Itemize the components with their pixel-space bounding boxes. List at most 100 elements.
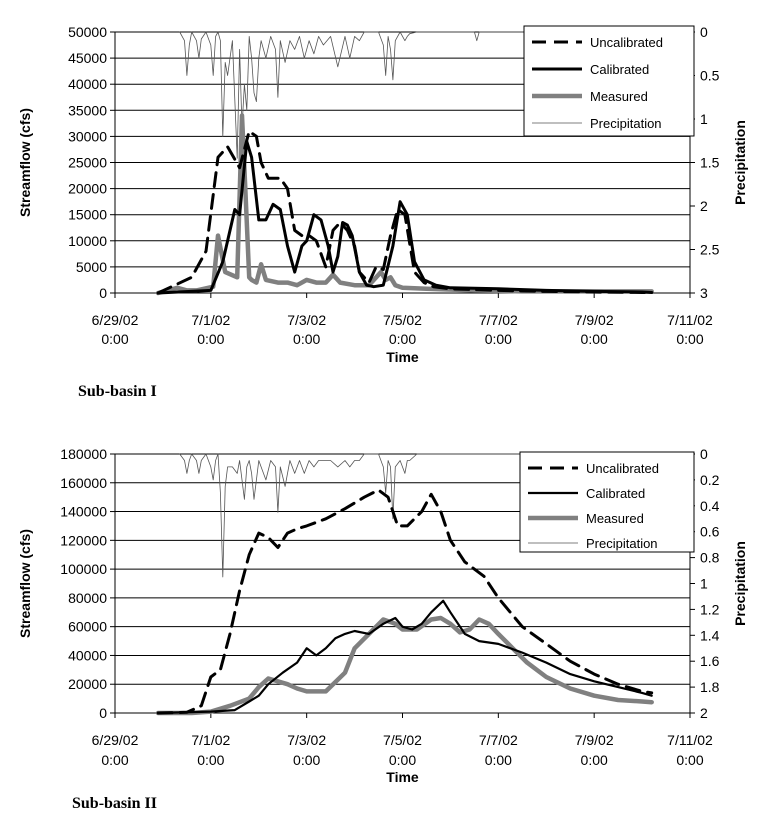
x-tick-label: 7/11/02 0:00 <box>667 312 713 347</box>
y2-tick-label: 2 <box>700 705 708 721</box>
x-tick-date: 7/1/02 <box>191 732 230 748</box>
series-line-precipitation <box>179 31 653 159</box>
x-tick-label: 7/9/02 0:00 <box>575 732 614 768</box>
x-tick-label: 7/3/02 0:00 <box>287 312 326 347</box>
y-tick-label: 140000 <box>60 504 107 520</box>
y2-axis-title: Precipitation <box>732 120 748 205</box>
x-tick-label: 7/9/02 0:00 <box>575 312 614 347</box>
x-axis-title: Time <box>386 769 419 785</box>
y-tick-label: 45000 <box>68 50 107 66</box>
legend-label-precipitation: Precipitation <box>590 116 662 131</box>
y2-axis-title: Precipitation <box>732 541 748 626</box>
y-tick-label: 50000 <box>68 24 107 40</box>
y-tick-label: 100000 <box>60 561 107 577</box>
series-line-calibrated <box>156 140 654 295</box>
x-tick-label: 7/5/02 0:00 <box>383 732 422 768</box>
y2-tick-label: 2 <box>700 198 708 214</box>
x-tick-time: 0:00 <box>101 331 128 347</box>
x-tick-date: 7/1/02 <box>191 312 230 328</box>
y-tick-label: 25000 <box>68 155 107 171</box>
y2-tick-label: 1.8 <box>700 679 720 695</box>
y2-tick-label: 2.5 <box>700 242 720 258</box>
x-tick-time: 0:00 <box>389 752 416 768</box>
x-tick-time: 0:00 <box>197 752 224 768</box>
x-tick-time: 0:00 <box>581 331 608 347</box>
sub-basin-2-chart: 6/29/02 0:00 7/1/02 0:00 7/3/02 0:00 7/5/02 0:0… <box>17 446 748 812</box>
x-tick-date: 7/11/02 <box>667 312 713 328</box>
x-tick-date: 7/11/02 <box>667 732 713 748</box>
y2-tick-label: 0.8 <box>700 550 720 566</box>
legend-label-calibrated: Calibrated <box>590 62 649 77</box>
series-line-precipitation <box>179 453 653 578</box>
y2-tick-label: 0.5 <box>700 68 720 84</box>
x-tick-time: 0:00 <box>581 752 608 768</box>
y2-tick-label: 0 <box>700 24 708 40</box>
y-tick-label: 20000 <box>68 676 107 692</box>
x-tick-label: 7/5/02 0:00 <box>383 312 422 347</box>
x-tick-label: 6/29/02 0:00 <box>92 312 139 347</box>
x-tick-date: 7/3/02 <box>287 732 326 748</box>
legend-label-uncalibrated: Uncalibrated <box>586 461 659 476</box>
x-tick-label: 6/29/02 0:00 <box>92 732 139 768</box>
x-tick-date: 6/29/02 <box>92 732 139 748</box>
y-tick-label: 0 <box>99 285 107 301</box>
x-tick-label: 7/1/02 0:00 <box>191 732 230 768</box>
x-tick-date: 7/9/02 <box>575 312 614 328</box>
x-tick-time: 0:00 <box>676 331 703 347</box>
y-tick-label: 20000 <box>68 181 107 197</box>
y2-tick-label: 0.6 <box>700 524 720 540</box>
y-tick-label: 60000 <box>68 619 107 635</box>
y2-tick-label: 1.2 <box>700 601 720 617</box>
y-tick-label: 40000 <box>68 647 107 663</box>
legend-box <box>519 451 695 553</box>
y2-tick-label: 0 <box>700 446 708 462</box>
x-tick-date: 7/9/02 <box>575 732 614 748</box>
x-tick-label: 7/7/02 0:00 <box>479 312 518 347</box>
legend-label-calibrated: Calibrated <box>586 486 645 501</box>
y2-tick-label: 1.4 <box>700 627 720 643</box>
x-tick-date: 7/7/02 <box>479 312 518 328</box>
y-tick-label: 40000 <box>68 76 107 92</box>
sub-basin-1-chart: 6/29/02 0:00 7/1/02 0:00 7/3/02 0:00 7/5/02 0:0… <box>17 24 748 400</box>
y2-tick-label: 0.4 <box>700 498 720 514</box>
y-axis-title: Streamflow (cfs) <box>17 108 33 217</box>
legend-label-precipitation: Precipitation <box>586 536 658 551</box>
series-line-calibrated <box>157 599 653 715</box>
x-axis-title: Time <box>386 349 419 365</box>
y2-tick-label: 0.2 <box>700 472 720 488</box>
y-tick-label: 30000 <box>68 128 107 144</box>
y-tick-label: 120000 <box>60 532 107 548</box>
x-tick-time: 0:00 <box>676 752 703 768</box>
y-tick-label: 160000 <box>60 475 107 491</box>
y-tick-label: 35000 <box>68 102 107 118</box>
x-tick-date: 7/7/02 <box>479 732 518 748</box>
y2-tick-label: 3 <box>700 285 708 301</box>
series-line-measured <box>155 113 654 296</box>
legend-label-measured: Measured <box>586 511 644 526</box>
legend-label-measured: Measured <box>590 89 648 104</box>
x-tick-time: 0:00 <box>485 331 512 347</box>
x-tick-time: 0:00 <box>293 752 320 768</box>
y-tick-label: 0 <box>99 705 107 721</box>
y-tick-label: 180000 <box>60 446 107 462</box>
y-tick-label: 5000 <box>76 259 107 275</box>
series-line-uncalibrated <box>156 488 654 715</box>
x-tick-time: 0:00 <box>389 331 416 347</box>
series-line-uncalibrated <box>156 129 654 295</box>
x-tick-label: 7/3/02 0:00 <box>287 732 326 768</box>
x-tick-date: 7/5/02 <box>383 732 422 748</box>
panel-caption: Sub-basin II <box>72 795 157 812</box>
x-tick-time: 0:00 <box>293 331 320 347</box>
legend-box <box>523 25 695 137</box>
y2-tick-label: 1 <box>700 111 708 127</box>
x-tick-label: 7/11/02 0:00 <box>667 732 713 768</box>
x-tick-date: 7/5/02 <box>383 312 422 328</box>
x-tick-time: 0:00 <box>197 331 224 347</box>
legend-label-uncalibrated: Uncalibrated <box>590 35 663 50</box>
x-tick-time: 0:00 <box>101 752 128 768</box>
y-tick-label: 80000 <box>68 590 107 606</box>
x-tick-date: 7/3/02 <box>287 312 326 328</box>
y-axis-title: Streamflow (cfs) <box>17 529 33 638</box>
x-tick-label: 7/1/02 0:00 <box>191 312 230 347</box>
